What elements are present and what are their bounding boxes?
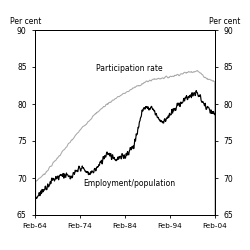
Text: Employment/population: Employment/population [84, 180, 176, 188]
Text: Per cent: Per cent [209, 17, 240, 26]
Text: Participation rate: Participation rate [96, 64, 163, 73]
Text: Per cent: Per cent [10, 17, 41, 26]
